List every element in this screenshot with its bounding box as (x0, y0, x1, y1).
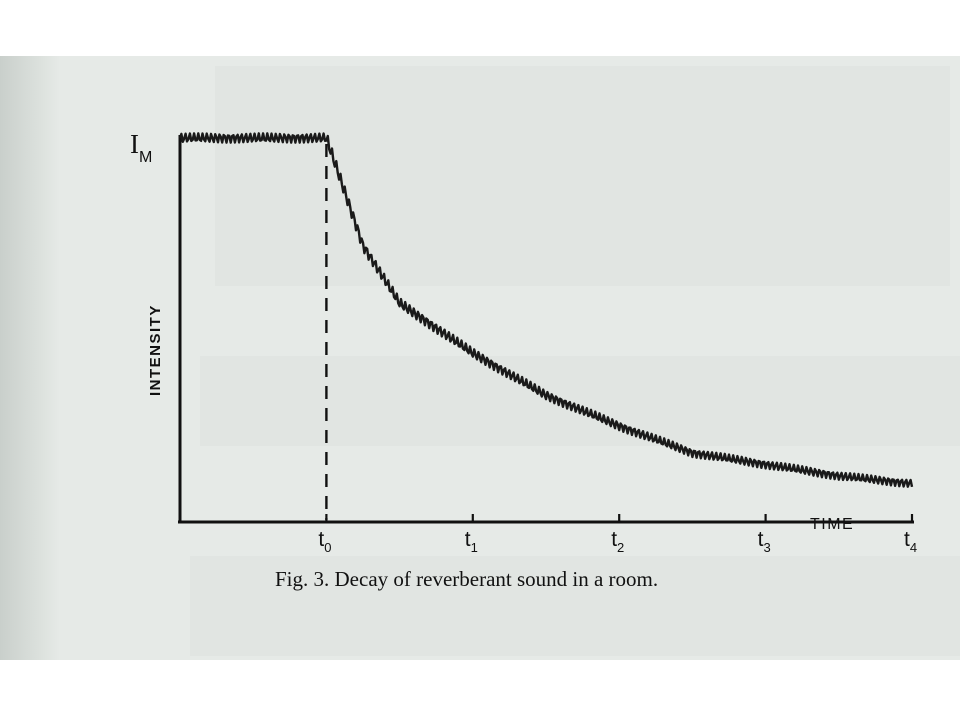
y-max-label-main: I (130, 129, 139, 159)
x-tick-label-main-0: t (318, 528, 324, 551)
x-tick-label-0: t0 (318, 528, 331, 555)
y-max-label: IM (130, 129, 152, 166)
decay-curve (178, 132, 914, 488)
x-axis-label: TIME (810, 516, 854, 533)
x-tick-label-2: t2 (611, 528, 624, 555)
bleed-block-mid (200, 356, 960, 446)
axes (178, 135, 914, 524)
figure-caption: Fig. 3. Decay of reverberant sound in a … (275, 567, 658, 591)
scanned-page: t0 t1 t2 t3 t4 INTENSITY TIME IM Fig. 3. Dec… (0, 56, 960, 660)
page-gutter-shadow (0, 56, 60, 660)
x-tick-label-sub-3: 3 (763, 540, 770, 555)
y-max-label-sub: M (139, 149, 152, 166)
x-tick-label-sub-1: 1 (471, 540, 478, 555)
x-tick-label-1: t1 (465, 528, 478, 555)
x-tick-label-main-1: t (465, 528, 471, 551)
x-tick-label-main-4: t (904, 528, 910, 551)
bleed-through-text (190, 66, 960, 656)
x-tick-label-sub-0: 0 (324, 540, 331, 555)
x-ticks: t0 t1 t2 t3 t4 (318, 514, 917, 555)
x-tick-label-4: t4 (904, 528, 917, 555)
bleed-block-bottom (190, 556, 960, 656)
x-tick-label-sub-4: 4 (910, 540, 917, 555)
decay-chart: t0 t1 t2 t3 t4 INTENSITY TIME IM Fig. 3. Dec… (130, 66, 960, 656)
y-axis-label: INTENSITY (147, 304, 164, 396)
x-tick-label-main-2: t (611, 528, 617, 551)
chart-marks (178, 132, 914, 520)
x-tick-label-main-3: t (758, 528, 764, 551)
x-tick-label-sub-2: 2 (617, 540, 624, 555)
x-tick-label-3: t3 (758, 528, 771, 555)
